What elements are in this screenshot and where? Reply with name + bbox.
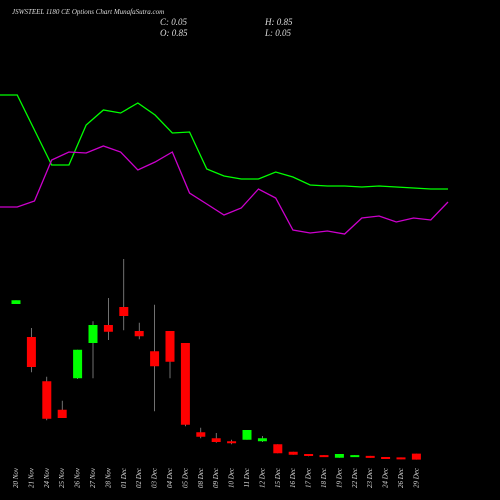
indicator-line [0, 145, 449, 235]
candle-body [334, 454, 344, 458]
candle-body [211, 438, 221, 442]
candle-body [88, 325, 98, 343]
x-tick-label: 25 Nov [58, 467, 66, 488]
x-tick-label: 17 Dec [305, 467, 313, 488]
x-tick-label: 03 Dec [151, 467, 159, 488]
candle-body [119, 307, 129, 316]
x-tick-label: 24 Dec [382, 467, 390, 488]
close-label: C: 0.05 [160, 17, 188, 27]
candle-body [57, 409, 67, 418]
x-tick-label: 15 Dec [274, 467, 282, 488]
x-tick-label: 05 Dec [181, 467, 189, 488]
candle-body [411, 453, 421, 460]
x-tick-label: 29 Dec [412, 467, 420, 488]
candle-body [257, 438, 267, 442]
x-tick-label: 11 Dec [243, 467, 251, 487]
candle-body [304, 454, 314, 456]
high-label: H: 0.85 [264, 17, 293, 27]
x-tick-label: 26 Dec [397, 467, 405, 488]
candle-body [396, 457, 406, 460]
x-tick-label: 23 Dec [366, 467, 374, 488]
x-tick-label: 12 Dec [258, 467, 266, 488]
x-tick-label: 19 Dec [335, 467, 343, 488]
x-tick-label: 01 Dec [120, 467, 128, 488]
candle-body [288, 451, 298, 455]
candle-body [180, 343, 190, 425]
x-tick-label: 22 Dec [351, 467, 359, 488]
candle-body [165, 331, 175, 362]
candle-body [134, 331, 144, 337]
low-label: L: 0.05 [264, 28, 292, 38]
x-tick-label: 27 Nov [89, 467, 97, 488]
candle-body [227, 441, 237, 444]
candle-body [350, 455, 360, 458]
candle-body [103, 325, 113, 332]
x-tick-label: 04 Dec [166, 467, 174, 488]
candle-body [381, 457, 391, 459]
x-tick-label: 20 Nov [12, 467, 20, 488]
x-tick-label: 02 Dec [135, 467, 143, 488]
x-tick-label: 08 Dec [197, 467, 205, 488]
x-tick-label: 09 Dec [212, 467, 220, 488]
candle-body [273, 444, 283, 454]
candle-body [365, 455, 375, 458]
candle-body [26, 337, 36, 367]
x-tick-label: 18 Dec [320, 467, 328, 488]
candle-body [319, 455, 329, 458]
candle-body [11, 300, 21, 304]
chart-title: JSWSTEEL 1180 CE Options Chart MunafaSut… [12, 8, 164, 16]
x-tick-label: 24 Nov [43, 467, 51, 488]
x-tick-label: 21 Nov [27, 467, 35, 488]
x-tick-label: 26 Nov [74, 467, 82, 488]
indicator-line [0, 94, 448, 190]
candle-body [73, 349, 83, 379]
x-tick-label: 28 Nov [104, 467, 112, 488]
x-tick-label: 16 Dec [289, 467, 297, 488]
candle-body [196, 432, 206, 437]
candle-body [242, 430, 252, 440]
candle-body [150, 351, 160, 367]
x-tick-label: 10 Dec [228, 467, 236, 488]
open-label: O: 0.85 [160, 28, 188, 38]
candle-body [42, 381, 52, 419]
